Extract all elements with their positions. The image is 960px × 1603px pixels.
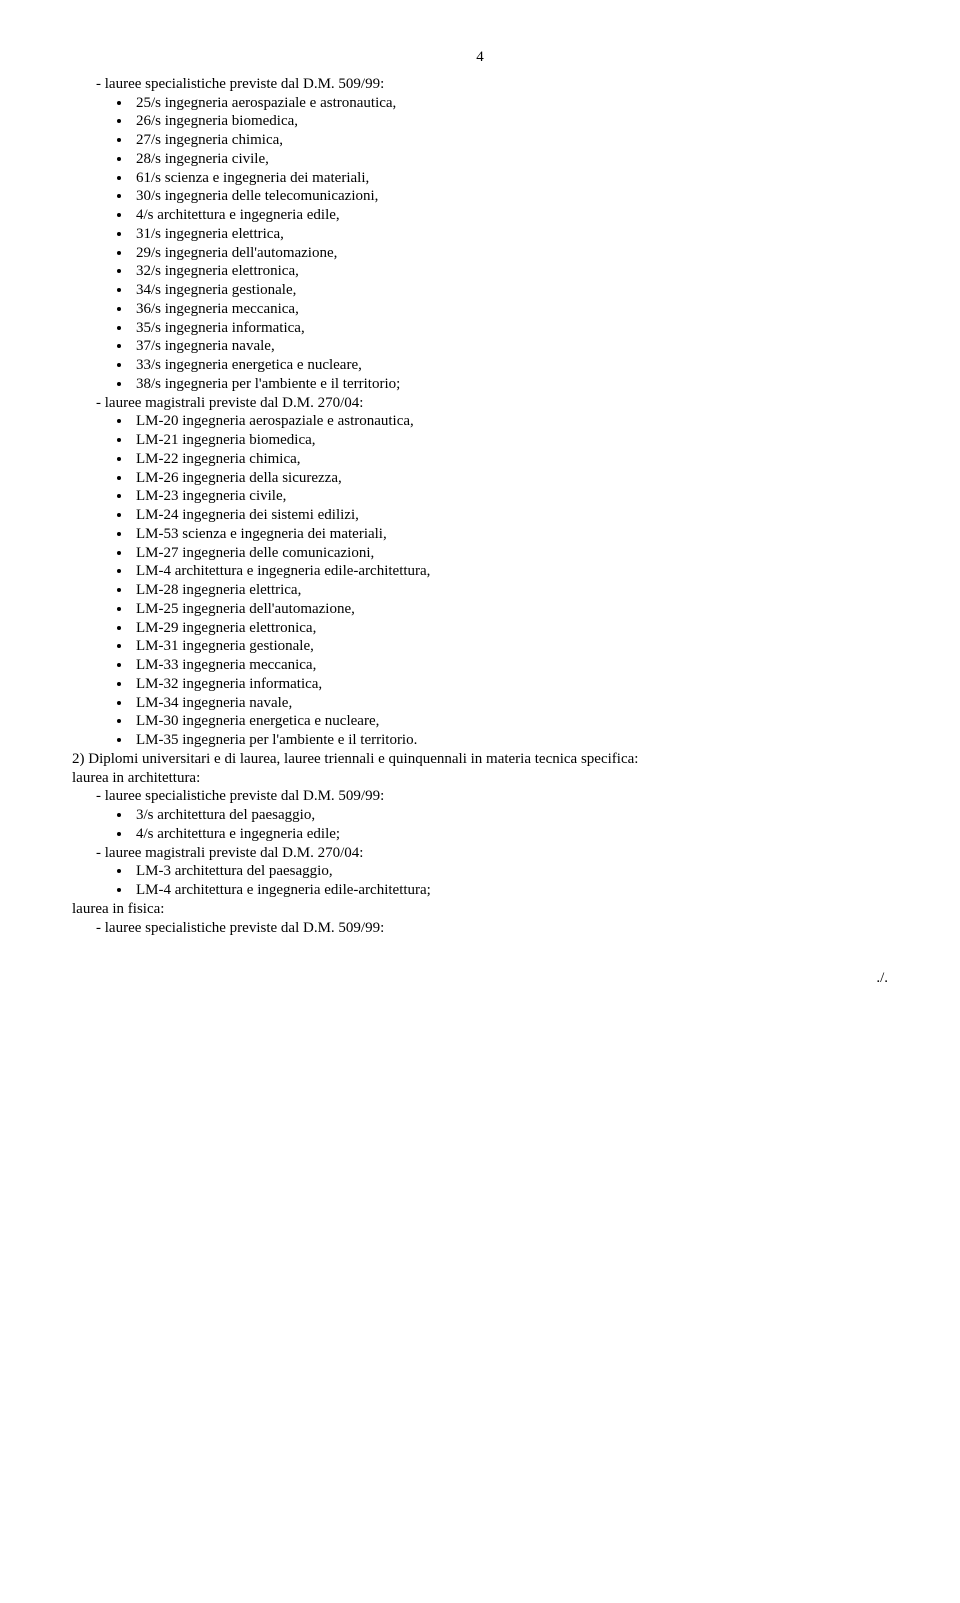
list-item: LM-24 ingegneria dei sistemi edilizi, xyxy=(132,506,888,525)
list-item: LM-28 ingegneria elettrica, xyxy=(132,581,888,600)
list-item: LM-33 ingegneria meccanica, xyxy=(132,656,888,675)
list-item: 35/s ingegneria informatica, xyxy=(132,319,888,338)
list-item: 34/s ingegneria gestionale, xyxy=(132,281,888,300)
list-item: LM-25 ingegneria dell'automazione, xyxy=(132,600,888,619)
list-item: 3/s architettura del paesaggio, xyxy=(132,806,888,825)
list-item: 4/s architettura e ingegneria edile, xyxy=(132,206,888,225)
list-item: 61/s scienza e ingegneria dei materiali, xyxy=(132,169,888,188)
list-item: 30/s ingegneria delle telecomunicazioni, xyxy=(132,187,888,206)
list-item: 29/s ingegneria dell'automazione, xyxy=(132,244,888,263)
list-item: LM-27 ingegneria delle comunicazioni, xyxy=(132,544,888,563)
list-item: LM-4 architettura e ingegneria edile-arc… xyxy=(132,562,888,581)
section2-header: 2) Diplomi universitari e di laurea, lau… xyxy=(72,750,888,769)
list-item: LM-30 ingegneria energetica e nucleare, xyxy=(132,712,888,731)
list-item: 26/s ingegneria biomedica, xyxy=(132,112,888,131)
lauree-spec-intro: lauree specialistiche previste dal D.M. … xyxy=(96,75,888,94)
list-item: 37/s ingegneria navale, xyxy=(132,337,888,356)
list-item: LM-32 ingegneria informatica, xyxy=(132,675,888,694)
list-item: LM-26 ingegneria della sicurezza, xyxy=(132,469,888,488)
footer-mark: ./. xyxy=(72,969,888,988)
list-item: LM-31 ingegneria gestionale, xyxy=(132,637,888,656)
arch-label: laurea in architettura: xyxy=(72,769,888,788)
list-item: 32/s ingegneria elettronica, xyxy=(132,262,888,281)
list-item: LM-3 architettura del paesaggio, xyxy=(132,862,888,881)
list-item: 28/s ingegneria civile, xyxy=(132,150,888,169)
arch-mag-list: LM-3 architettura del paesaggio,LM-4 arc… xyxy=(132,862,888,900)
list-item: LM-29 ingegneria elettronica, xyxy=(132,619,888,638)
list-item: 38/s ingegneria per l'ambiente e il terr… xyxy=(132,375,888,394)
lauree-spec-list: 25/s ingegneria aerospaziale e astronaut… xyxy=(132,94,888,394)
lauree-mag-intro: lauree magistrali previste dal D.M. 270/… xyxy=(96,394,888,413)
arch-mag-intro: lauree magistrali previste dal D.M. 270/… xyxy=(96,844,888,863)
list-item: LM-20 ingegneria aerospaziale e astronau… xyxy=(132,412,888,431)
fisica-label: laurea in fisica: xyxy=(72,900,888,919)
lauree-mag-list: LM-20 ingegneria aerospaziale e astronau… xyxy=(132,412,888,750)
list-item: LM-34 ingegneria navale, xyxy=(132,694,888,713)
list-item: LM-35 ingegneria per l'ambiente e il ter… xyxy=(132,731,888,750)
list-item: 31/s ingegneria elettrica, xyxy=(132,225,888,244)
list-item: 36/s ingegneria meccanica, xyxy=(132,300,888,319)
list-item: LM-23 ingegneria civile, xyxy=(132,487,888,506)
list-item: LM-22 ingegneria chimica, xyxy=(132,450,888,469)
arch-spec-list: 3/s architettura del paesaggio,4/s archi… xyxy=(132,806,888,844)
list-item: LM-21 ingegneria biomedica, xyxy=(132,431,888,450)
fisica-spec-intro: lauree specialistiche previste dal D.M. … xyxy=(96,919,888,938)
list-item: 33/s ingegneria energetica e nucleare, xyxy=(132,356,888,375)
list-item: 4/s architettura e ingegneria edile; xyxy=(132,825,888,844)
list-item: 27/s ingegneria chimica, xyxy=(132,131,888,150)
list-item: 25/s ingegneria aerospaziale e astronaut… xyxy=(132,94,888,113)
arch-spec-intro: lauree specialistiche previste dal D.M. … xyxy=(96,787,888,806)
page-number: 4 xyxy=(72,48,888,67)
list-item: LM-53 scienza e ingegneria dei materiali… xyxy=(132,525,888,544)
list-item: LM-4 architettura e ingegneria edile-arc… xyxy=(132,881,888,900)
